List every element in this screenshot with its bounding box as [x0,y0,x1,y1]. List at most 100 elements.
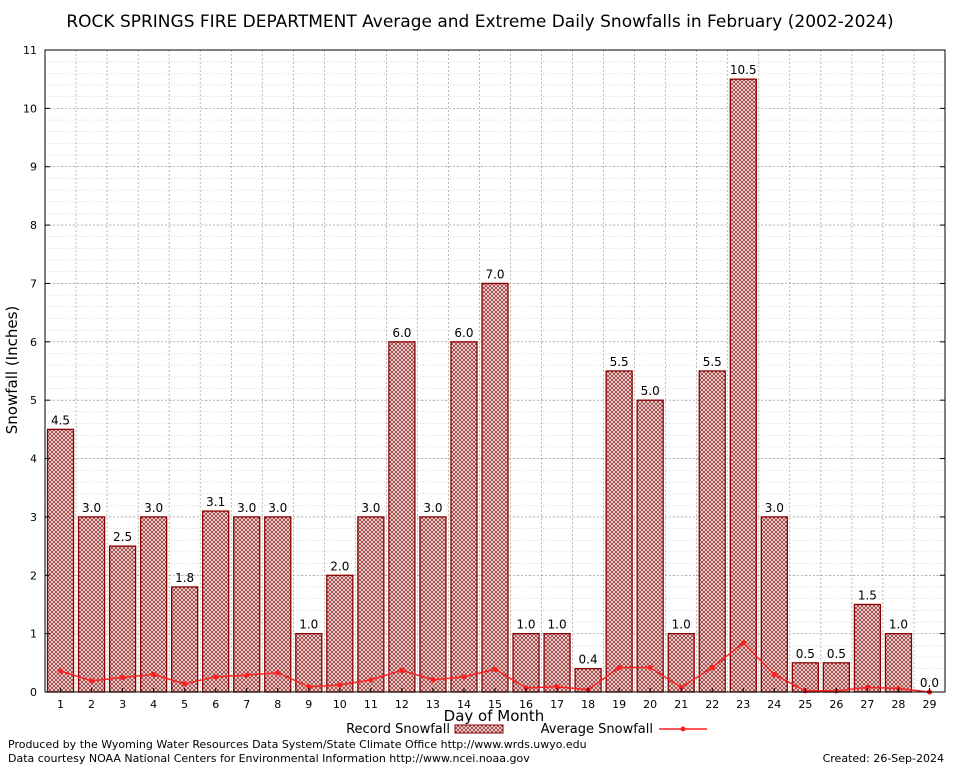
average-point-day-3 [119,674,126,681]
record-value-label-day-21: 1.0 [672,618,691,632]
x-tick-label-day-12: 12 [395,698,409,711]
footer-produced-by: Produced by the Wyoming Water Resources … [8,738,587,751]
record-value-label-day-7: 3.0 [237,501,256,515]
average-point-day-19 [616,664,622,671]
average-point-day-6 [213,674,219,680]
record-bar-day-19 [605,370,633,693]
x-tick-label-day-10: 10 [333,698,347,711]
record-value-label-day-28: 1.0 [889,618,908,632]
x-tick-label-day-25: 25 [798,698,812,711]
y-tick-label: 7 [30,277,37,290]
record-value-label-day-10: 2.0 [330,559,349,573]
average-point-day-13 [430,677,436,683]
record-bar-day-15 [481,282,509,693]
record-value-label-day-2: 3.0 [82,501,101,515]
record-value-label-day-12: 6.0 [392,326,411,340]
record-bar-day-28 [884,632,913,693]
x-tick-label-day-7: 7 [243,698,250,711]
record-value-label-day-6: 3.1 [206,495,225,509]
x-tick-label-day-27: 27 [860,698,874,711]
y-tick-label: 11 [23,44,37,57]
footer-data-courtesy: Data courtesy NOAA National Centers for … [8,752,530,765]
average-point-day-14 [461,674,467,680]
average-point-day-20 [647,664,653,671]
average-point-day-10 [337,682,343,688]
average-point-day-27 [864,684,871,690]
x-tick-label-day-4: 4 [150,698,157,711]
y-tick-label: 9 [30,161,37,174]
average-point-day-9 [306,684,312,690]
x-tick-label-day-19: 19 [612,698,626,711]
average-point-day-5 [182,681,188,687]
average-point-day-23 [740,640,746,646]
average-line-series [57,640,933,695]
record-bar-day-26 [822,662,851,693]
average-point-day-7 [244,672,250,678]
average-point-day-1 [57,668,64,674]
record-bar-day-21 [667,632,695,693]
record-value-label-day-18: 0.4 [579,653,598,667]
x-tick-label-day-2: 2 [88,698,95,711]
record-bar-day-1 [46,428,75,693]
bar-series: 4.5 3.0 2.5 3.0 1.8 3.1 3.0 3.0 1.0 2.0 3.0 6.0 3.0 6… [46,63,939,693]
record-bar-day-8 [264,516,292,693]
x-tick-label-day-29: 29 [922,698,936,711]
record-bar-day-20 [636,399,664,693]
x-tick-label-day-1: 1 [57,698,64,711]
record-value-label-day-17: 1.0 [548,618,567,632]
average-point-day-4 [151,671,157,678]
record-value-label-day-9: 1.0 [299,618,318,632]
record-bar-day-11 [357,516,385,693]
y-tick-label: 4 [30,453,37,466]
y-tick-label: 2 [30,569,37,582]
record-bar-day-17 [543,632,571,693]
x-tick-label-day-26: 26 [829,698,843,711]
record-bar-day-3 [108,545,137,693]
x-tick-label-day-23: 23 [736,698,750,711]
average-point-day-17 [554,684,560,690]
average-point-day-21 [678,684,684,690]
x-tick-label-day-24: 24 [767,698,781,711]
record-value-label-day-11: 3.0 [361,501,380,515]
record-value-label-day-13: 3.0 [423,501,442,515]
x-tick-label-day-13: 13 [426,698,440,711]
average-point-day-12 [399,667,405,674]
record-bar-day-24 [760,516,788,693]
record-bar-day-2 [77,516,106,693]
record-value-label-day-22: 5.5 [703,355,722,369]
y-tick-label: 8 [30,219,37,232]
y-tick-label: 10 [23,102,37,115]
average-point-day-16 [523,685,529,691]
x-tick-label-day-17: 17 [550,698,564,711]
record-value-label-day-15: 7.0 [485,267,504,281]
x-tick-label-day-3: 3 [119,698,126,711]
y-tick-label: 0 [30,686,37,699]
record-bar-day-13 [419,516,447,693]
average-point-day-22 [709,664,715,671]
y-tick-label: 6 [30,336,37,349]
record-bar-day-10 [326,574,354,693]
record-value-label-day-25: 0.5 [796,647,815,661]
average-point-day-24 [771,671,777,678]
record-value-label-day-3: 2.5 [113,530,132,544]
legend-record-swatch [454,724,504,734]
y-tick-label: 3 [30,511,37,524]
record-bar-day-25 [791,662,819,693]
y-tick-label: 5 [30,394,37,407]
legend: Record Snowfall Average Snowfall [346,722,707,737]
record-value-label-day-26: 0.5 [827,647,846,661]
record-value-label-day-8: 3.0 [268,501,287,515]
record-bar-day-27 [853,603,882,693]
record-bar-day-6 [202,510,230,693]
record-value-label-day-20: 5.0 [641,384,660,398]
record-bar-day-14 [450,341,478,693]
record-value-label-day-5: 1.8 [175,571,194,585]
record-bar-day-5 [171,586,199,693]
x-tick-label-day-15: 15 [488,698,502,711]
record-value-label-day-1: 4.5 [51,413,70,427]
average-point-day-15 [492,666,498,672]
footer-created-date: Created: 26-Sep-2024 [822,752,944,765]
record-value-label-day-29: 0.0 [920,676,939,690]
